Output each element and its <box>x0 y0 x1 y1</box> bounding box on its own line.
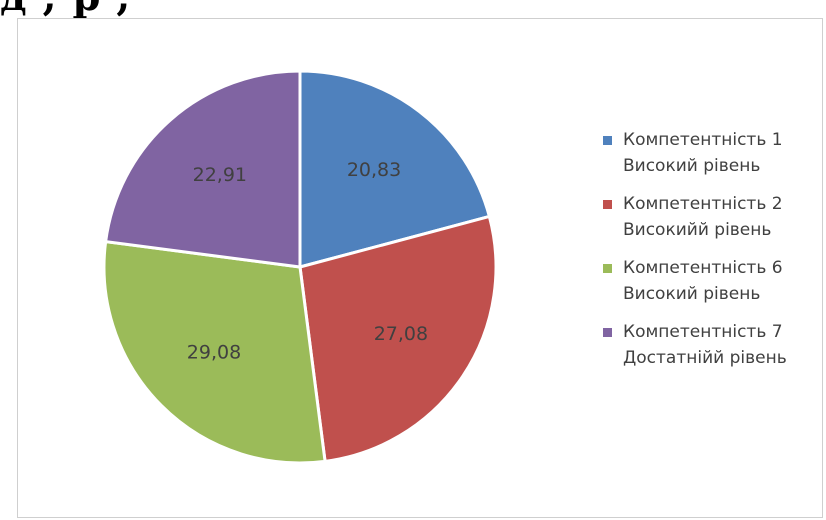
legend-item-competency-2: Компетентність 2 Високийй рівень <box>603 191 818 243</box>
legend-label-line-1: Компетентність 2 <box>623 194 783 214</box>
legend-label-line-2: Високий рівень <box>623 284 761 304</box>
legend-label-line-1: Компетентність 6 <box>623 258 783 278</box>
pie-slice-competency-2 <box>298 214 498 464</box>
legend-label: Компетентність 2 Високийй рівень <box>623 191 783 243</box>
legend-item-competency-6: Компетентність 6 Високий рівень <box>603 255 818 307</box>
legend-label: Компетентність 1 Високий рівень <box>623 127 783 179</box>
legend: Компетентність 1 Високий рівень Компетентн… <box>603 127 818 383</box>
legend-label: Компетентність 7 Достатнійй рівень <box>623 319 787 371</box>
legend-label: Компетентність 6 Високий рівень <box>623 255 783 307</box>
slice-value-label-competency-7: 22,91 <box>193 164 247 186</box>
legend-swatch-icon <box>603 200 612 209</box>
legend-label-line-1: Компетентність 1 <box>623 130 783 150</box>
legend-label-line-2: Високий рівень <box>623 156 761 176</box>
legend-label-line-2: Достатнійй рівень <box>623 348 787 368</box>
legend-swatch-icon <box>603 328 612 337</box>
legend-item-competency-7: Компетентність 7 Достатнійй рівень <box>603 319 818 371</box>
legend-item-competency-1: Компетентність 1 Високий рівень <box>603 127 818 179</box>
pie-slice-competency-6 <box>102 239 327 465</box>
slice-value-label-competency-1: 20,83 <box>347 159 401 181</box>
slice-value-label-competency-6: 29,08 <box>187 341 241 363</box>
pie-slice-competency-1 <box>298 69 492 269</box>
slice-value-label-competency-2: 27,08 <box>374 323 428 345</box>
cropped-header-text: д , р , <box>0 0 826 21</box>
legend-swatch-icon <box>603 264 612 273</box>
pie-slice-competency-7 <box>103 69 302 269</box>
legend-label-line-2: Високийй рівень <box>623 220 772 240</box>
legend-swatch-icon <box>603 136 612 145</box>
legend-label-line-1: Компетентність 7 <box>623 322 783 342</box>
